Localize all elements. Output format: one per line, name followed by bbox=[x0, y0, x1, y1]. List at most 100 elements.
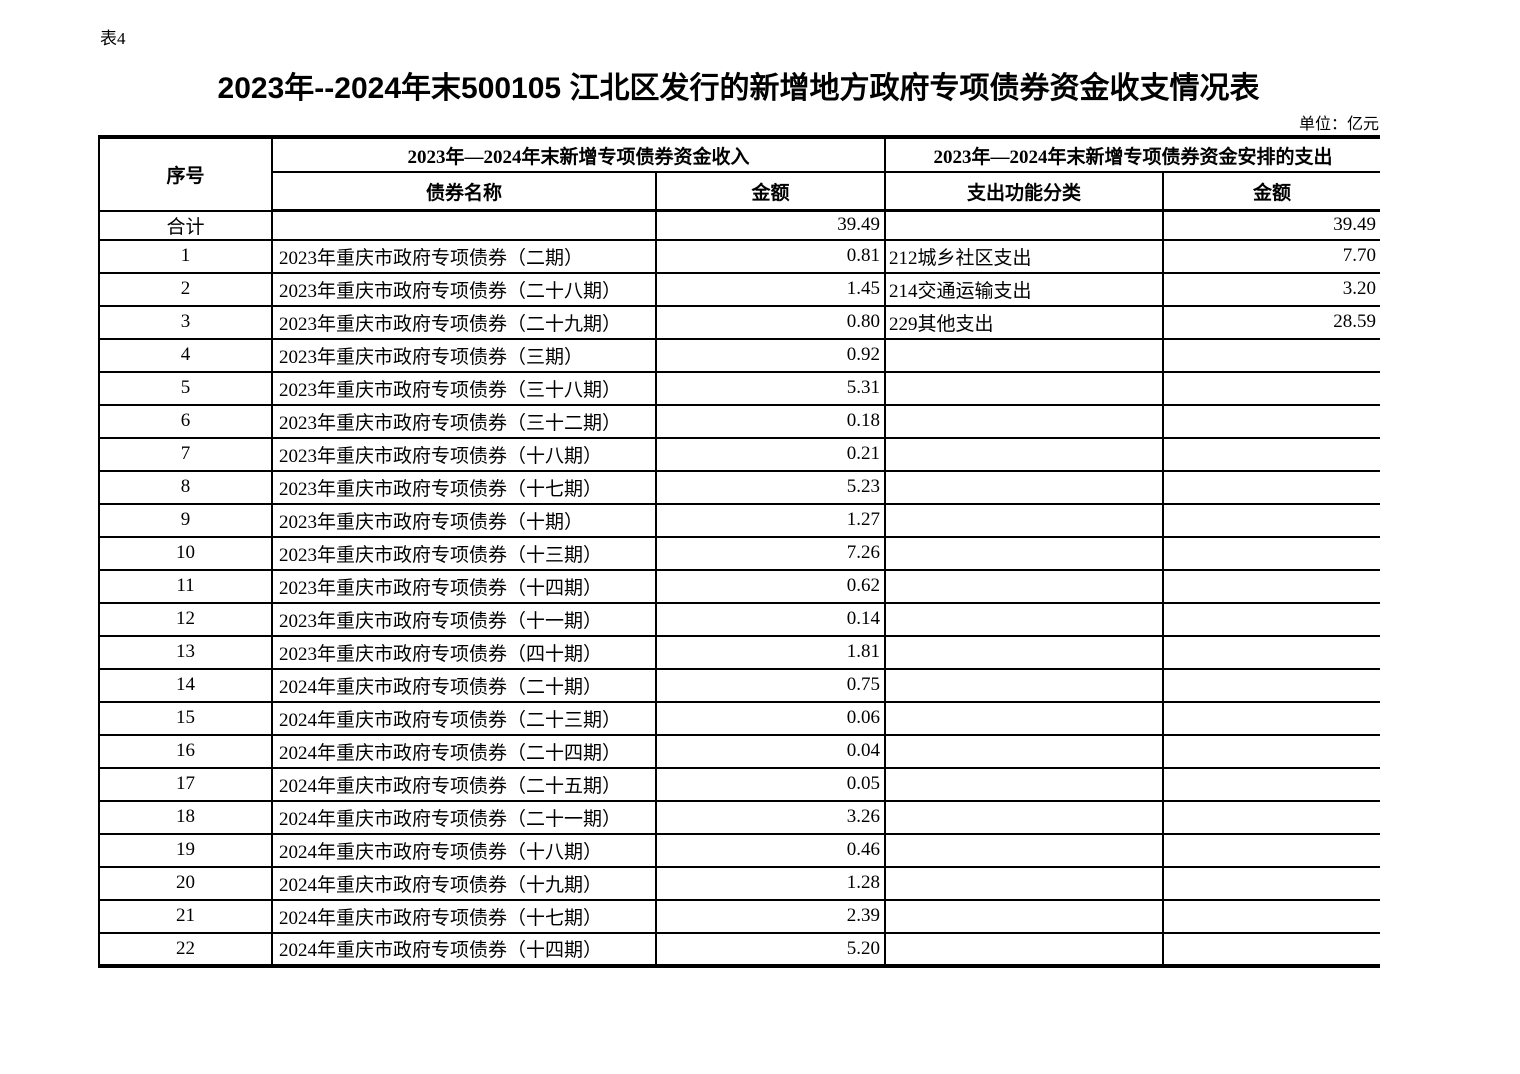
seq-cell: 11 bbox=[98, 568, 273, 604]
table-row: 19 2024年重庆市政府专项债券（十八期） 0.46 bbox=[98, 832, 1381, 868]
expense-amount-cell bbox=[1162, 568, 1381, 604]
income-amount-cell: 1.81 bbox=[654, 634, 887, 670]
seq-cell: 5 bbox=[98, 370, 273, 406]
expense-category-cell bbox=[884, 209, 1165, 241]
seq-cell: 15 bbox=[98, 700, 273, 736]
bond-name-cell: 2024年重庆市政府专项债券（二十三期） bbox=[271, 700, 657, 736]
bond-name-cell: 2024年重庆市政府专项债券（二十四期） bbox=[271, 733, 657, 769]
expense-category-cell bbox=[884, 634, 1165, 670]
table-row: 17 2024年重庆市政府专项债券（二十五期） 0.05 bbox=[98, 766, 1381, 802]
seq-cell: 6 bbox=[98, 403, 273, 439]
bond-name-cell: 2023年重庆市政府专项债券（十一期） bbox=[271, 601, 657, 637]
income-amount-cell: 1.28 bbox=[654, 865, 887, 901]
table-row: 2 2023年重庆市政府专项债券（二十八期） 1.45 214交通运输支出 3.… bbox=[98, 271, 1381, 307]
seq-cell: 4 bbox=[98, 337, 273, 373]
income-amount-cell: 0.80 bbox=[654, 304, 887, 340]
col-group-income: 2023年—2024年末新增专项债券资金收入 bbox=[270, 136, 887, 173]
expense-amount-cell: 39.49 bbox=[1162, 209, 1381, 241]
bond-name-cell: 2024年重庆市政府专项债券（十八期） bbox=[271, 832, 657, 868]
income-amount-cell: 0.75 bbox=[654, 667, 887, 703]
expense-amount-cell bbox=[1162, 733, 1381, 769]
expense-amount-cell: 3.20 bbox=[1162, 271, 1381, 307]
unit-note: 单位：亿元 bbox=[1298, 116, 1379, 133]
seq-cell: 18 bbox=[98, 799, 273, 835]
col-header-expense-category: 支出功能分类 bbox=[884, 171, 1165, 212]
expense-amount-cell bbox=[1162, 700, 1381, 736]
expense-category-cell: 229其他支出 bbox=[884, 304, 1165, 340]
income-amount-cell: 0.04 bbox=[654, 733, 887, 769]
table-row: 21 2024年重庆市政府专项债券（十七期） 2.39 bbox=[98, 898, 1381, 934]
expense-amount-cell bbox=[1162, 799, 1381, 835]
seq-cell: 19 bbox=[98, 832, 273, 868]
expense-category-cell bbox=[884, 535, 1165, 571]
bond-name-cell: 2023年重庆市政府专项债券（十七期） bbox=[271, 469, 657, 505]
expense-amount-cell bbox=[1162, 601, 1381, 637]
bond-name-cell: 2023年重庆市政府专项债券（十八期） bbox=[271, 436, 657, 472]
table-row: 15 2024年重庆市政府专项债券（二十三期） 0.06 bbox=[98, 700, 1381, 736]
table-row: 16 2024年重庆市政府专项债券（二十四期） 0.04 bbox=[98, 733, 1381, 769]
bond-name-cell: 2023年重庆市政府专项债券（四十期） bbox=[271, 634, 657, 670]
expense-amount-cell bbox=[1162, 403, 1381, 439]
bond-name-cell: 2023年重庆市政府专项债券（二期） bbox=[271, 238, 657, 274]
expense-amount-cell bbox=[1162, 832, 1381, 868]
expense-category-cell bbox=[884, 469, 1165, 505]
seq-cell: 20 bbox=[98, 865, 273, 901]
bond-name-cell: 2023年重庆市政府专项债券（三十八期） bbox=[271, 370, 657, 406]
expense-category-cell: 212城乡社区支出 bbox=[884, 238, 1165, 274]
expense-category-cell bbox=[884, 601, 1165, 637]
expense-category-cell bbox=[884, 700, 1165, 736]
bond-name-cell: 2023年重庆市政府专项债券（十期） bbox=[271, 502, 657, 538]
seq-cell: 22 bbox=[98, 931, 273, 967]
table-row: 20 2024年重庆市政府专项债券（十九期） 1.28 bbox=[98, 865, 1381, 901]
expense-amount-cell bbox=[1162, 931, 1381, 967]
income-amount-cell: 0.06 bbox=[654, 700, 887, 736]
bond-name-cell: 2023年重庆市政府专项债券（三期） bbox=[271, 337, 657, 373]
bond-name-cell: 2024年重庆市政府专项债券（二十五期） bbox=[271, 766, 657, 802]
table-row: 14 2024年重庆市政府专项债券（二十期） 0.75 bbox=[98, 667, 1381, 703]
expense-category-cell: 214交通运输支出 bbox=[884, 271, 1165, 307]
expense-amount-cell bbox=[1162, 667, 1381, 703]
table-row: 8 2023年重庆市政府专项债券（十七期） 5.23 bbox=[98, 469, 1381, 505]
header-group-row: 序号 2023年—2024年末新增专项债券资金收入 2023年—2024年末新增… bbox=[98, 136, 1381, 212]
bond-name-cell: 2024年重庆市政府专项债券（二十期） bbox=[271, 667, 657, 703]
table-row: 6 2023年重庆市政府专项债券（三十二期） 0.18 bbox=[98, 403, 1381, 439]
seq-cell: 14 bbox=[98, 667, 273, 703]
bond-name-cell: 2023年重庆市政府专项债券（二十九期） bbox=[271, 304, 657, 340]
bond-name-cell: 2024年重庆市政府专项债券（十七期） bbox=[271, 898, 657, 934]
expense-amount-cell bbox=[1162, 370, 1381, 406]
expense-amount-cell bbox=[1162, 469, 1381, 505]
income-amount-cell: 0.62 bbox=[654, 568, 887, 604]
col-header-bond-name: 债券名称 bbox=[271, 171, 657, 212]
header-sub-row: 债券名称 金额 支出功能分类 金额 bbox=[99, 171, 1381, 212]
seq-cell: 2 bbox=[98, 271, 273, 307]
income-amount-cell: 1.27 bbox=[654, 502, 887, 538]
expense-amount-cell bbox=[1162, 898, 1381, 934]
seq-cell: 12 bbox=[98, 601, 273, 637]
income-amount-cell: 0.46 bbox=[654, 832, 887, 868]
table-row: 1 2023年重庆市政府专项债券（二期） 0.81 212城乡社区支出 7.70 bbox=[98, 238, 1381, 274]
expense-category-cell bbox=[884, 931, 1165, 967]
income-amount-cell: 3.26 bbox=[654, 799, 887, 835]
income-amount-cell: 0.05 bbox=[654, 766, 887, 802]
col-header-seq: 序号 bbox=[98, 136, 273, 212]
expense-amount-cell bbox=[1162, 337, 1381, 373]
expense-category-cell bbox=[884, 832, 1165, 868]
seq-cell: 1 bbox=[98, 238, 273, 274]
expense-category-cell bbox=[884, 733, 1165, 769]
expense-amount-cell: 28.59 bbox=[1162, 304, 1381, 340]
table-row: 13 2023年重庆市政府专项债券（四十期） 1.81 bbox=[98, 634, 1381, 670]
col-header-expense-amount: 金额 bbox=[1162, 171, 1381, 212]
bond-name-cell: 2023年重庆市政府专项债券（三十二期） bbox=[271, 403, 657, 439]
bond-name-cell: 2024年重庆市政府专项债券（二十一期） bbox=[271, 799, 657, 835]
seq-cell: 8 bbox=[98, 469, 273, 505]
table-row: 10 2023年重庆市政府专项债券（十三期） 7.26 bbox=[98, 535, 1381, 571]
col-group-expense: 2023年—2024年末新增专项债券资金安排的支出 bbox=[884, 136, 1381, 173]
table-row: 22 2024年重庆市政府专项债券（十四期） 5.20 bbox=[98, 931, 1381, 967]
seq-cell: 10 bbox=[98, 535, 273, 571]
income-amount-cell: 0.21 bbox=[654, 436, 887, 472]
bond-name-cell: 2023年重庆市政府专项债券（十三期） bbox=[271, 535, 657, 571]
table-row: 11 2023年重庆市政府专项债券（十四期） 0.62 bbox=[98, 568, 1381, 604]
expense-amount-cell bbox=[1162, 634, 1381, 670]
expense-amount-cell bbox=[1162, 502, 1381, 538]
income-amount-cell: 1.45 bbox=[654, 271, 887, 307]
